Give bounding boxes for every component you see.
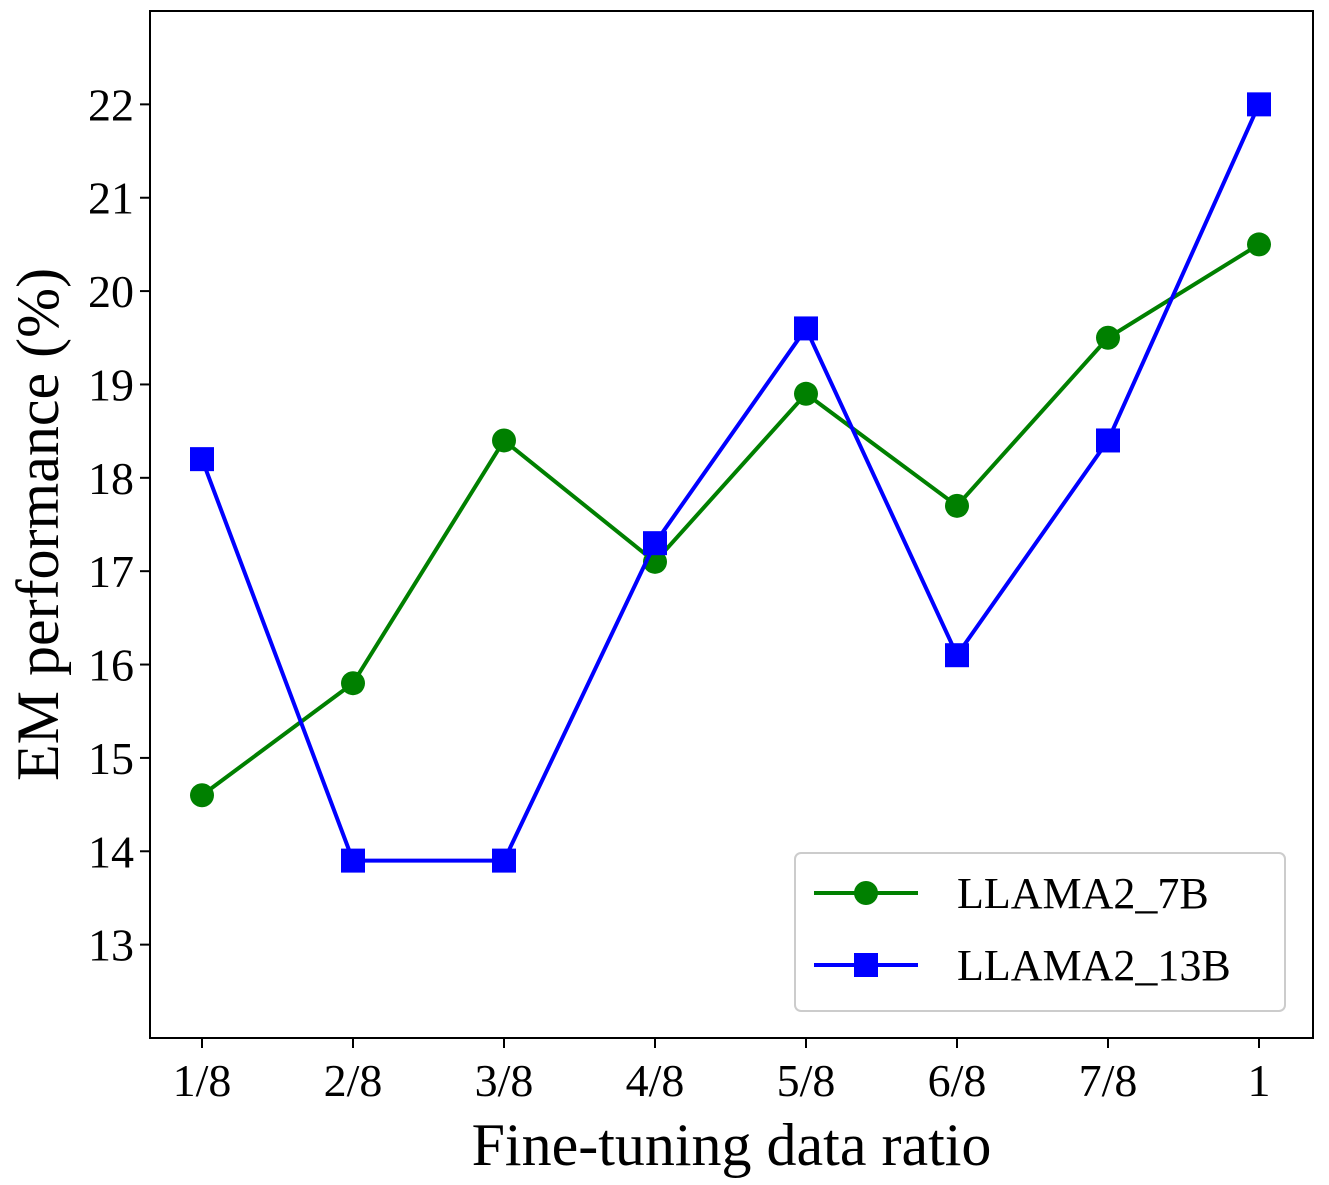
series-layer bbox=[190, 92, 1271, 873]
legend-label: LLAMA2_7B bbox=[957, 869, 1209, 918]
y-tick-label: 13 bbox=[88, 920, 134, 971]
x-tick-label: 5/8 bbox=[777, 1055, 836, 1106]
data-point bbox=[341, 671, 365, 696]
y-axis-label: EM performance (%) bbox=[5, 268, 71, 781]
data-point bbox=[794, 316, 818, 341]
x-axis-label: Fine-tuning data ratio bbox=[472, 1112, 992, 1178]
data-point bbox=[1247, 92, 1271, 117]
x-tick-label: 1/8 bbox=[173, 1055, 232, 1106]
y-tick-label: 16 bbox=[88, 640, 134, 691]
x-tick-label: 4/8 bbox=[626, 1055, 685, 1106]
data-point bbox=[794, 381, 818, 406]
legend-item: LLAMA2_7B bbox=[814, 869, 1209, 918]
x-tick-label: 2/8 bbox=[324, 1055, 383, 1106]
legend-items: LLAMA2_7B LLAMA2_13B bbox=[814, 869, 1231, 990]
legend: LLAMA2_7B LLAMA2_13B bbox=[794, 852, 1286, 1012]
y-tick-label: 17 bbox=[88, 546, 134, 597]
y-tick-label: 19 bbox=[88, 359, 134, 410]
y-tick-label: 20 bbox=[88, 266, 134, 317]
y-tick-label: 22 bbox=[88, 79, 134, 130]
data-point bbox=[190, 447, 214, 472]
data-point bbox=[190, 783, 214, 808]
data-point bbox=[945, 643, 969, 668]
data-point bbox=[492, 848, 516, 873]
data-point bbox=[1247, 232, 1271, 257]
data-point bbox=[643, 531, 667, 556]
y-tick-label: 18 bbox=[88, 453, 134, 504]
data-point bbox=[945, 493, 969, 518]
legend-marker bbox=[854, 953, 878, 977]
data-point bbox=[341, 848, 365, 873]
x-tick-label: 3/8 bbox=[475, 1055, 534, 1106]
y-tick-label: 14 bbox=[88, 826, 134, 877]
series-LLAMA2_7B bbox=[190, 232, 1271, 808]
legend-marker bbox=[854, 881, 878, 905]
y-tick-label: 15 bbox=[88, 733, 134, 784]
x-tick-label: 1 bbox=[1248, 1055, 1271, 1106]
data-point bbox=[1096, 428, 1120, 453]
y-tick-label: 21 bbox=[88, 173, 134, 224]
axes-layer: 13 14 15 16 17 18 19 20 21 22 1/8 2/8 3/8 4/8 5/8 6/8 7/… bbox=[88, 79, 1271, 1106]
x-tick-label: 6/8 bbox=[928, 1055, 987, 1106]
series-LLAMA2_13B bbox=[190, 92, 1271, 873]
plot-frame bbox=[149, 10, 1314, 1039]
series-line bbox=[200, 242, 1261, 797]
x-tick-label: 7/8 bbox=[1079, 1055, 1138, 1106]
legend-item: LLAMA2_13B bbox=[814, 941, 1231, 990]
data-point bbox=[1096, 325, 1120, 350]
legend-label: LLAMA2_13B bbox=[957, 941, 1231, 990]
series-line bbox=[200, 103, 1261, 863]
data-point bbox=[492, 428, 516, 453]
